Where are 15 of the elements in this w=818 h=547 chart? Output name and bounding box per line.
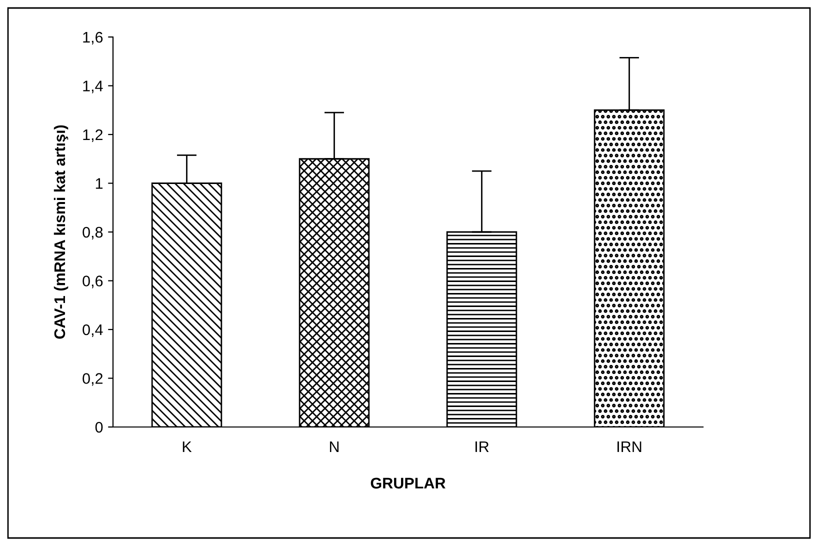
y-tick-label: 1,4 (83, 80, 103, 94)
y-tick-label: 0,4 (82, 324, 103, 337)
y-tick-label: 0,2 (82, 373, 103, 386)
y-tick-label: 1,6 (83, 32, 103, 44)
y-tick-label: 1 (96, 178, 103, 189)
x-axis-title: GRUPLAR (370, 478, 446, 489)
y-axis-title: CAV-1 (mRNA kısmi kat artışı) (54, 125, 68, 339)
x-tick-label: IRN (618, 441, 642, 452)
x-tick-label: K (182, 441, 192, 452)
x-tick-label: N (330, 441, 339, 452)
y-tick-label: 1,2 (83, 129, 103, 142)
y-tick-label: 0,8 (82, 226, 103, 240)
y-tick-label: 0 (95, 422, 103, 433)
y-tick-label: 0,6 (82, 276, 103, 288)
x-tick-label: IR (476, 441, 489, 452)
